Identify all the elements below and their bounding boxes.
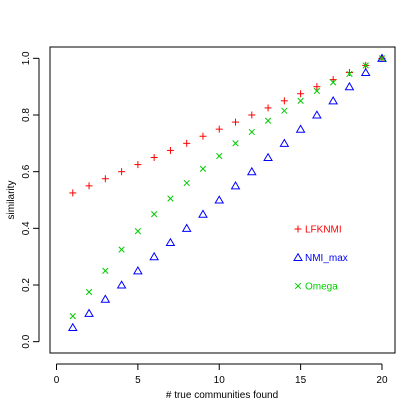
data-point	[377, 53, 387, 62]
data-point	[281, 107, 288, 114]
data-point	[167, 195, 174, 202]
x-tick-label: 20	[376, 375, 388, 386]
data-point	[346, 70, 353, 78]
data-point	[69, 313, 76, 320]
x-tick-label: 5	[135, 375, 141, 386]
data-point	[295, 124, 306, 133]
series-omega	[69, 55, 386, 320]
legend-label: Omega	[305, 282, 338, 293]
y-axis-title: similarity	[6, 181, 17, 220]
data-point	[264, 117, 272, 124]
data-point	[297, 90, 305, 98]
data-point	[134, 161, 142, 169]
data-point	[199, 132, 207, 140]
y-tick-label: 1.0	[21, 51, 32, 65]
data-point	[69, 189, 77, 197]
y-axis: 0.0 0.2 0.4 0.6 0.8 1.0	[21, 51, 40, 349]
data-point	[330, 79, 337, 86]
legend-label: LFKNMI	[305, 225, 342, 236]
legend: LFKNMI NMI_max Omega	[293, 225, 348, 293]
y-tick-label: 0.2	[21, 278, 32, 292]
y-tick-label: 0.0	[21, 334, 32, 348]
data-point	[232, 118, 240, 126]
data-point	[246, 166, 257, 176]
x-tick-label: 0	[54, 375, 60, 386]
data-point	[214, 195, 225, 204]
data-point	[297, 97, 304, 104]
data-point	[118, 246, 125, 253]
data-point	[116, 280, 127, 289]
data-point	[280, 97, 288, 105]
data-point	[183, 139, 191, 147]
data-point	[312, 110, 322, 119]
data-point	[378, 55, 386, 62]
y-tick-label: 0.6	[21, 164, 32, 178]
data-point	[100, 294, 111, 303]
legend-label: NMI_max	[305, 253, 348, 264]
data-point	[84, 308, 94, 317]
data-point	[362, 62, 369, 69]
data-point	[232, 140, 239, 147]
x-axis-title: # true communities found	[166, 390, 278, 401]
data-point	[216, 152, 223, 160]
data-point	[101, 175, 109, 183]
data-point	[165, 237, 176, 247]
data-point	[313, 87, 321, 95]
series-lfknmi	[69, 54, 386, 197]
series-nmi-max	[67, 53, 387, 332]
data-point	[345, 69, 353, 76]
x-tick-label: 10	[214, 375, 226, 386]
data-point	[150, 154, 158, 161]
data-point	[328, 96, 339, 105]
data-point	[183, 179, 190, 187]
data-point	[67, 322, 78, 332]
plot-frame	[49, 46, 396, 354]
data-point	[199, 165, 207, 172]
data-point	[248, 128, 255, 136]
data-point	[149, 251, 160, 261]
data-point	[279, 138, 290, 147]
data-point	[263, 152, 273, 162]
data-point	[181, 223, 192, 232]
x-axis: 0 5 10 15 20	[54, 363, 388, 386]
data-point	[264, 104, 272, 112]
data-point	[313, 83, 321, 91]
data-points	[67, 53, 387, 332]
data-point	[134, 228, 142, 235]
data-point	[85, 182, 93, 190]
data-point	[85, 288, 93, 296]
y-tick-label: 0.4	[21, 221, 32, 235]
data-point	[230, 181, 241, 190]
data-point	[150, 211, 158, 218]
data-point	[118, 168, 126, 176]
data-point	[102, 267, 109, 274]
x-tick-label: 15	[295, 375, 307, 386]
legend-marker	[294, 282, 302, 290]
y-tick-label: 0.8	[21, 108, 32, 122]
data-point	[198, 209, 208, 218]
data-point	[215, 125, 223, 133]
data-point	[133, 266, 143, 275]
legend-marker	[293, 252, 303, 262]
legend-marker	[294, 225, 302, 233]
data-point	[166, 146, 174, 154]
data-point	[248, 111, 256, 119]
data-point	[344, 81, 355, 91]
data-point	[360, 67, 371, 77]
